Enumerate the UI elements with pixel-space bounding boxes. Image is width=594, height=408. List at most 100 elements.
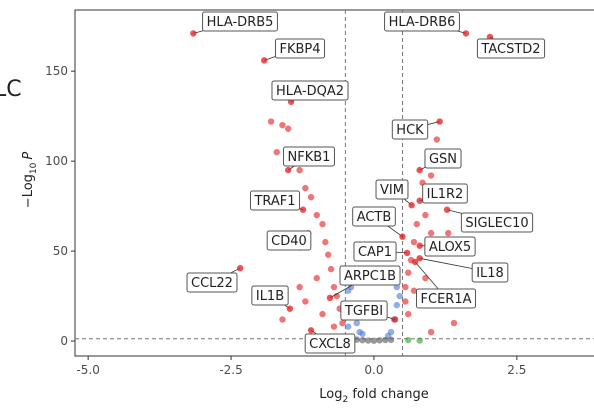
label-box xyxy=(422,183,468,204)
labeled-point xyxy=(299,206,307,213)
labeled-point xyxy=(190,30,197,37)
point xyxy=(396,292,403,300)
point xyxy=(319,220,326,228)
gene-label: GSN xyxy=(429,152,457,167)
y-tick-label: 0 xyxy=(60,334,68,348)
gene-label: ALOX5 xyxy=(429,240,471,255)
gene-label: ACTB xyxy=(357,210,392,225)
point xyxy=(427,229,435,237)
x-tick-label: 2.5 xyxy=(507,363,526,377)
label-box xyxy=(375,179,409,200)
label-box xyxy=(424,236,476,257)
point xyxy=(382,336,389,344)
gene-label: CXCL8 xyxy=(309,337,351,352)
point xyxy=(445,229,452,237)
labeled-point xyxy=(236,264,244,272)
point xyxy=(325,251,332,258)
point xyxy=(273,148,280,156)
labeled-point xyxy=(416,166,423,174)
y-tick-label: 100 xyxy=(45,154,68,168)
labeled-point xyxy=(416,242,423,249)
labeled-point xyxy=(416,255,423,262)
gene-label: CD40 xyxy=(271,234,307,249)
label-box xyxy=(304,333,356,354)
labeled-point xyxy=(326,294,334,302)
point xyxy=(405,336,412,344)
point xyxy=(410,238,418,246)
gene-label: IL1R2 xyxy=(427,187,464,202)
label-box xyxy=(274,38,326,59)
gene-label: HLA-DRB6 xyxy=(389,15,456,30)
gene-label: IL1B xyxy=(256,289,284,304)
point xyxy=(330,283,338,291)
point xyxy=(319,310,326,318)
label-box xyxy=(266,230,312,251)
labeled-point xyxy=(391,316,399,323)
point xyxy=(296,166,303,174)
point xyxy=(285,125,292,132)
x-tick-label: 0.0 xyxy=(364,363,383,377)
labeled-point xyxy=(436,118,443,125)
label-box xyxy=(251,285,289,306)
x-title-sub: 2 xyxy=(342,395,348,405)
point xyxy=(339,319,346,327)
gene-label: VIM xyxy=(380,183,404,198)
x-tick-label: -5.0 xyxy=(76,363,99,377)
point xyxy=(359,330,366,338)
label-box xyxy=(353,241,397,262)
label-box xyxy=(340,300,388,321)
point xyxy=(302,298,309,305)
point xyxy=(353,319,360,327)
x-axis-title: Log2 fold change xyxy=(319,387,428,405)
label-box xyxy=(202,11,278,32)
point xyxy=(267,118,275,125)
label-box xyxy=(476,38,546,59)
y-axis-title: −Log10 P xyxy=(21,152,39,209)
point xyxy=(427,328,435,336)
gene-label: HCK xyxy=(396,123,424,138)
point xyxy=(279,316,286,323)
y-title-part: −Log xyxy=(21,174,36,208)
label-box xyxy=(424,148,462,169)
plot-panel xyxy=(74,9,594,357)
point xyxy=(416,337,423,344)
point xyxy=(422,274,429,282)
x-title-part: Log xyxy=(319,387,342,402)
gene-label: HLA-DRB5 xyxy=(207,15,274,30)
y-title-sub: 10 xyxy=(29,162,39,174)
gene-label: HLA-DQA2 xyxy=(276,84,344,99)
labeled-point xyxy=(416,197,423,204)
point xyxy=(410,287,418,294)
label-box xyxy=(384,11,460,32)
x-tick-label: -2.5 xyxy=(219,363,242,377)
label-box xyxy=(339,265,401,286)
label-box xyxy=(352,206,396,227)
point xyxy=(370,337,378,344)
y-tick-label: 150 xyxy=(45,64,68,78)
label-box xyxy=(391,119,429,140)
gene-label: TGFBI xyxy=(344,304,383,319)
point xyxy=(433,136,441,143)
point xyxy=(330,323,338,330)
gene-label: ARPC1B xyxy=(344,269,396,284)
labeled-point xyxy=(403,249,411,257)
point xyxy=(405,310,412,318)
point xyxy=(313,274,320,282)
label-box xyxy=(460,212,534,233)
point xyxy=(327,265,335,273)
gene-label: TACSTD2 xyxy=(480,42,540,57)
labeled-point xyxy=(285,166,292,174)
point xyxy=(322,238,329,246)
point xyxy=(279,121,286,129)
point xyxy=(387,336,395,344)
gene-label: CCL22 xyxy=(191,276,233,291)
labeled-point xyxy=(411,258,419,266)
label-box xyxy=(186,272,238,293)
label-box xyxy=(471,262,509,283)
labeled-point xyxy=(307,327,315,334)
labeled-point xyxy=(462,30,470,37)
labeled-point xyxy=(399,233,406,240)
point xyxy=(393,301,401,309)
gene-label: IL18 xyxy=(476,266,504,281)
